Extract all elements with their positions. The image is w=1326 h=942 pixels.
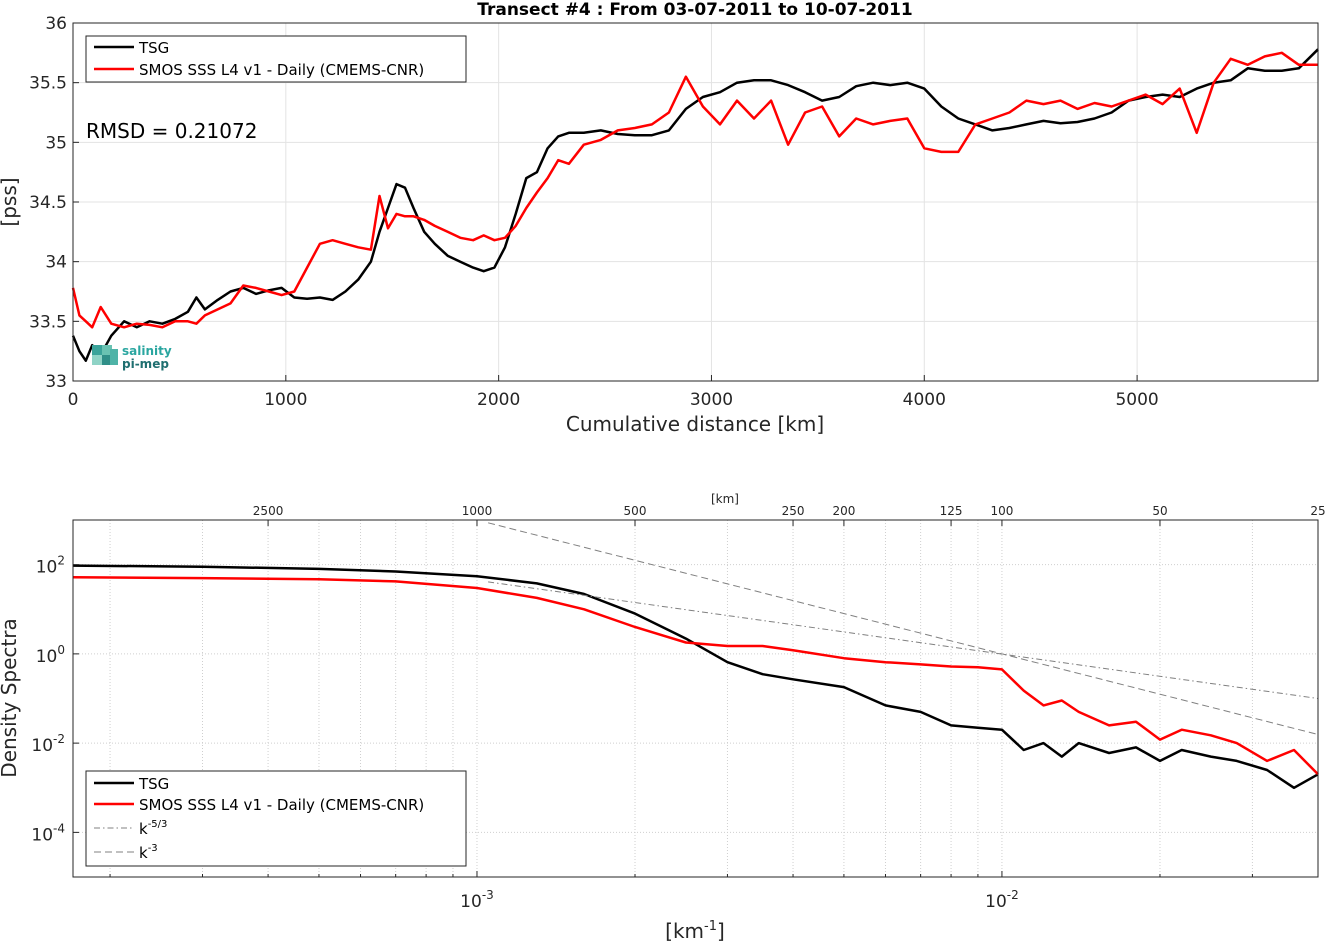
bottom-y-tick-label: 10-2 [31,732,65,756]
k-5-3-reference-line [488,581,1319,699]
top-axis-tick-label: 250 [782,504,805,518]
bottom-chart-ylabel: Density Spectra [0,618,21,777]
top-x-tick-label: 1000 [264,390,307,410]
top-x-tick-label: 3000 [690,390,733,410]
top-axis-tick-label: 2500 [253,504,284,518]
top-y-tick-label: 33 [45,372,67,392]
rmsd-annotation: RMSD = 0.21072 [86,119,257,143]
bottom-y-tick-label: 102 [36,554,65,578]
top-axis-tick-label: 200 [832,504,855,518]
spectrum-smos-line [72,576,1319,776]
top-x-tick-label: 4000 [903,390,946,410]
bottom-y-tick-label: 100 [36,643,65,667]
top-chart-ticks: 0 1000 2000 3000 4000 5000 33 33.5 34 34.5 35 35.5 3… [29,14,1159,410]
top-chart-xlabel: Cumulative distance [km] [566,412,824,436]
top-axis-tick-label: 125 [940,504,963,518]
top-y-tick-label: 34.5 [29,193,67,213]
legend-k53-exponent: -5/3 [148,819,168,830]
bottom-chart-legend: TSG SMOS SSS L4 v1 - Daily (CMEMS-CNR) k… [85,770,467,867]
top-legend-tsg: TSG [138,39,169,57]
bottom-chart-xlabel: [km-1] [665,919,725,942]
top-axis-unit-label: [km] [711,492,739,506]
top-y-tick-label: 33.5 [29,312,67,332]
top-x-tick-label: 2000 [477,390,520,410]
top-chart-legend: TSG SMOS SSS L4 v1 - Daily (CMEMS-CNR) [85,35,467,83]
xlabel-base: [km [665,919,704,942]
top-chart-ylabel: [pss] [0,177,21,226]
top-x-tick-label: 0 [68,390,79,410]
bottom-legend-tsg: TSG [138,775,169,793]
k-3-reference-line [487,522,1319,735]
top-legend-smos: SMOS SSS L4 v1 - Daily (CMEMS-CNR) [139,61,424,79]
xlabel-end: ] [717,919,725,942]
legend-k53-base: k [139,820,148,838]
top-y-tick-label: 35 [45,133,67,153]
top-axis-tick-label: 25 [1310,504,1325,518]
xlabel-exponent: -1 [704,919,717,934]
legend-k3-exponent: -3 [148,843,158,854]
top-chart-series [71,48,1319,362]
bottom-legend-smos: SMOS SSS L4 v1 - Daily (CMEMS-CNR) [139,796,424,814]
top-axis-tick-label: 1000 [462,504,493,518]
logo-line-2: pi-mep [122,357,169,371]
top-axis-tick-label: 500 [624,504,647,518]
top-x-tick-label: 5000 [1115,390,1158,410]
bottom-legend-k3: k-3 [139,843,158,862]
salinity-pi-mep-logo: salinity pi-mep [92,344,172,371]
top-y-tick-label: 34 [45,253,67,273]
top-axis-tick-label: 100 [990,504,1013,518]
bottom-x-tick-label: 10-2 [985,888,1019,912]
legend-k3-base: k [139,844,148,862]
bottom-legend-k53: k-5/3 [139,819,167,838]
spectrum-tsg-line [72,564,1319,790]
smos-line [71,51,1318,329]
top-chart-title: Transect #4 : From 03-07-2011 to 10-07-2… [477,0,913,20]
top-axis-tick-label: 50 [1152,504,1167,518]
logo-line-1: salinity [122,344,172,358]
top-y-tick-label: 35.5 [29,74,67,94]
bottom-chart-axes-box [72,519,1319,878]
bottom-chart-ticks: 10-3 10-2 10-4 10-2 100 102 2500 1000 500 250 200 1… [31,504,1325,912]
top-y-tick-label: 36 [45,14,67,34]
bottom-chart-series [72,522,1319,790]
tsg-line [71,48,1319,362]
bottom-y-tick-label: 10-4 [31,821,65,845]
bottom-x-tick-label: 10-3 [460,888,494,912]
